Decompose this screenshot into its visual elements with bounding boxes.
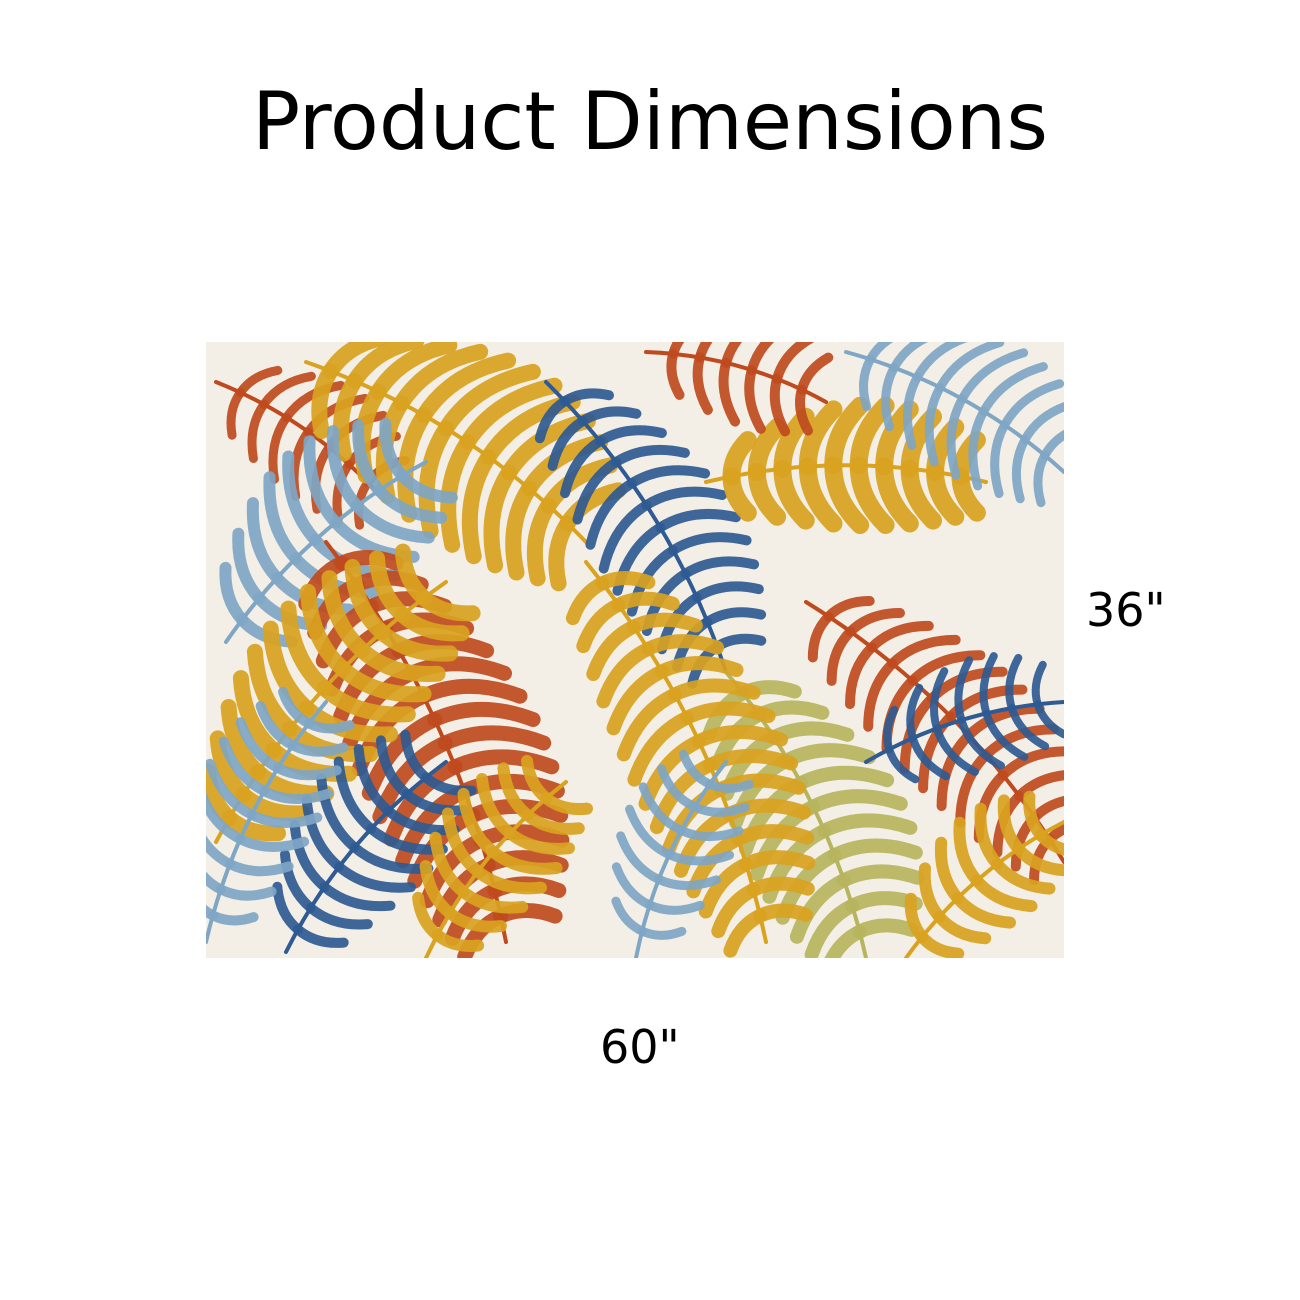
rug-pattern-icon	[206, 342, 1064, 958]
page-title: Product Dimensions	[251, 75, 1049, 168]
width-dimension-label: 60"	[600, 1020, 680, 1074]
product-image	[206, 342, 1064, 958]
height-dimension-label: 36"	[1086, 583, 1166, 637]
